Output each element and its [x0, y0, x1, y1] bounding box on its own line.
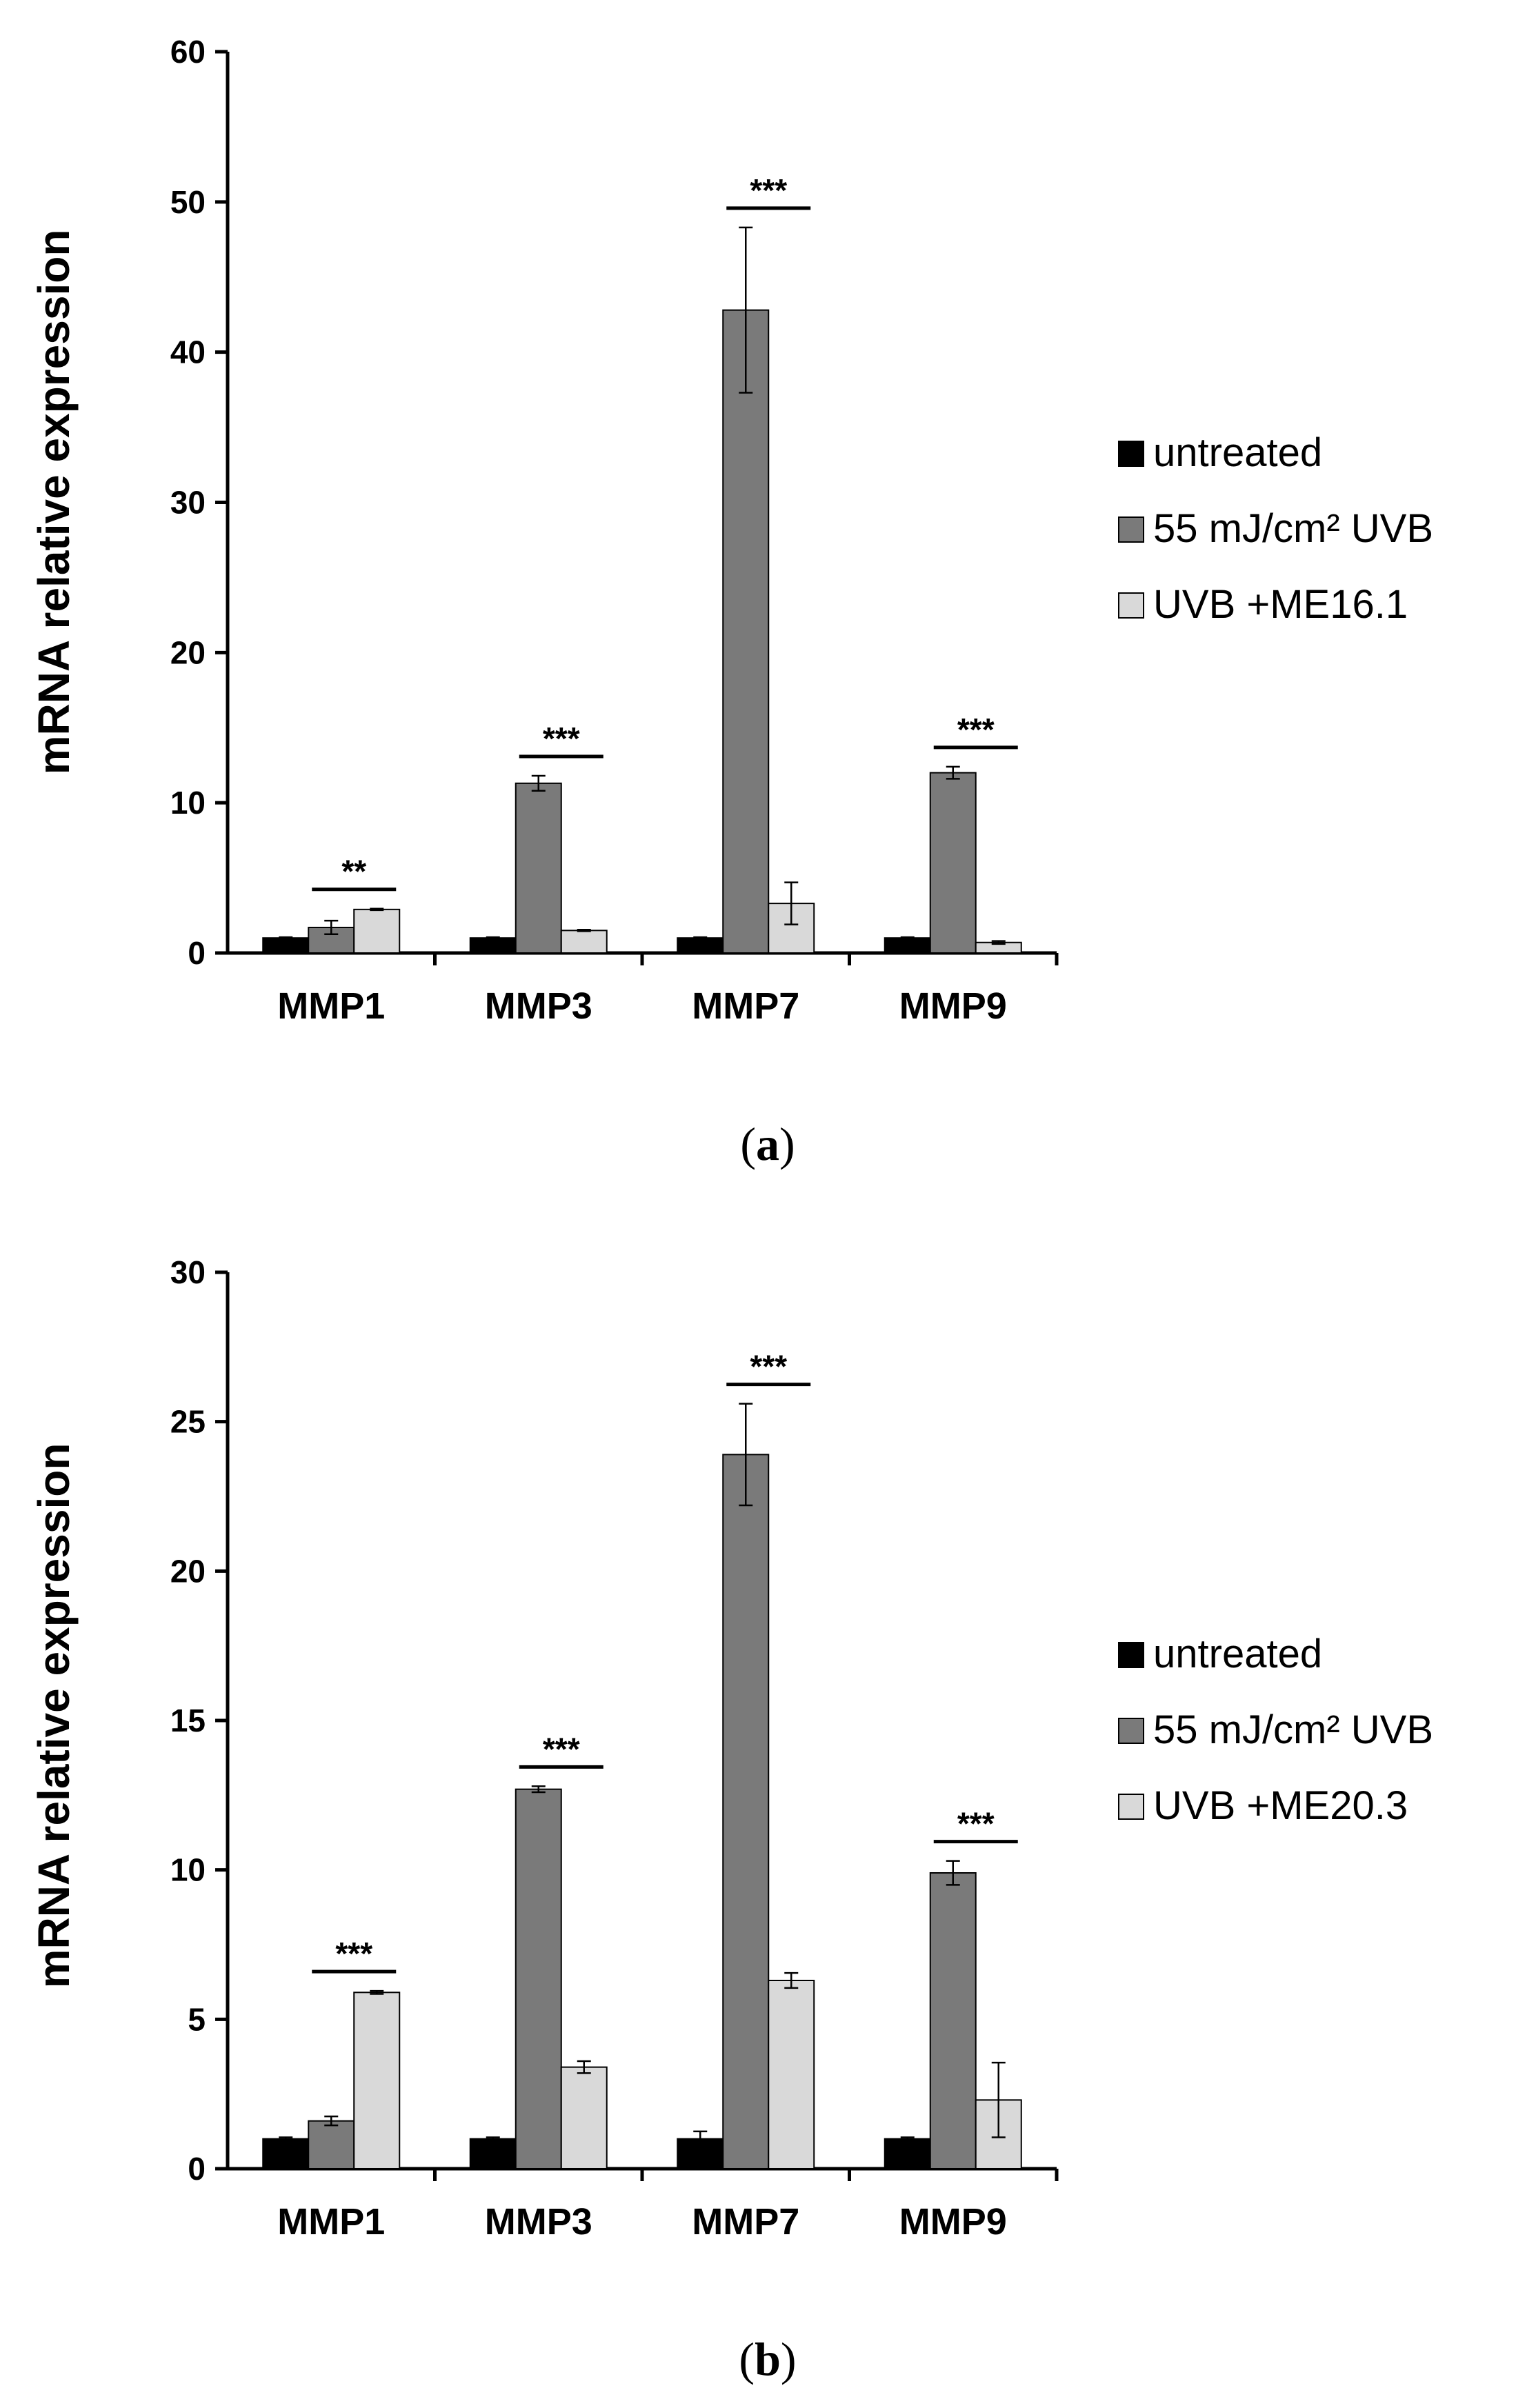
- significance-label: ***: [750, 1349, 787, 1385]
- x-category-label: MMP3: [485, 985, 592, 1027]
- bar-uvb-me20-3-mmp7: [768, 1980, 815, 2169]
- significance-label: ***: [543, 721, 580, 756]
- y-tick-label: 10: [170, 785, 206, 821]
- x-category-label: MMP7: [692, 2201, 799, 2243]
- legend-swatch-untreated: [1118, 1642, 1144, 1668]
- bar-untreated-mmp3: [469, 937, 517, 954]
- legend: untreated 55 mJ/cm² UVB UVB +ME20.3: [1118, 1632, 1433, 1828]
- bar-55-mj-cm-uvb-mmp9: [929, 772, 977, 954]
- bar-untreated-mmp9: [884, 937, 931, 954]
- y-tick-label: 60: [170, 34, 206, 70]
- legend-swatch-untreated: [1118, 441, 1144, 467]
- significance-label: ***: [957, 1806, 995, 1842]
- x-category-label: MMP9: [899, 2201, 1007, 2243]
- plot-area: 0 5 10 15 20 25 30 MMP1 *** MMP3 *** MMP7 *** MMP9 ***: [170, 1254, 1059, 2243]
- bar-55-mj-cm-uvb-mmp3: [515, 1788, 562, 2170]
- y-tick-label: 0: [188, 935, 206, 971]
- y-tick-label: 20: [170, 1553, 206, 1589]
- x-category-label: MMP9: [899, 985, 1007, 1027]
- x-category-label: MMP1: [277, 985, 385, 1027]
- significance-label: **: [341, 854, 366, 890]
- y-axis-title: mRNA relative expression: [29, 1443, 79, 1989]
- significance-label: ***: [543, 1731, 580, 1767]
- legend-swatch-uvb: [1118, 1718, 1144, 1744]
- bar-untreated-mmp1: [262, 2138, 310, 2170]
- bar-55-mj-cm-uvb-mmp1: [308, 2120, 355, 2170]
- y-tick-label: 20: [170, 634, 206, 670]
- y-tick-label: 5: [188, 2001, 206, 2037]
- bar-untreated-mmp7: [677, 937, 724, 954]
- legend-label-uvb: 55 mJ/cm² UVB: [1153, 506, 1433, 551]
- significance-label: ***: [335, 1936, 372, 1971]
- bar-55-mj-cm-uvb-mmp1: [308, 926, 355, 954]
- legend-label-treated: UVB +ME20.3: [1153, 1783, 1408, 1828]
- x-category-label: MMP1: [277, 2201, 385, 2243]
- y-tick-label: 15: [170, 1703, 206, 1738]
- bar-uvb-me20-3-mmp1: [353, 1991, 401, 2169]
- legend: untreated 55 mJ/cm² UVB UVB +ME16.1: [1118, 430, 1433, 627]
- bar-55-mj-cm-uvb-mmp7: [722, 309, 770, 954]
- chart-panel-a: mRNA relative expression 0 10 20 30 40 50 60 MM…: [29, 34, 1433, 1170]
- bar-untreated-mmp9: [884, 2138, 931, 2170]
- significance-label: ***: [750, 172, 787, 208]
- legend-label-untreated: untreated: [1153, 430, 1322, 475]
- bar-untreated-mmp1: [262, 937, 310, 954]
- y-tick-label: 30: [170, 485, 206, 521]
- significance-label: ***: [957, 712, 995, 748]
- bar-uvb-me20-3-mmp3: [560, 2066, 608, 2170]
- y-tick-label: 25: [170, 1404, 206, 1440]
- x-category-label: MMP7: [692, 985, 799, 1027]
- bar-untreated-mmp3: [469, 2138, 517, 2170]
- bar-uvb-me16-1-mmp1: [353, 908, 401, 954]
- legend-swatch-treated: [1118, 592, 1144, 619]
- plot-area: 0 10 20 30 40 50 60 MMP1 ** MMP3 *** MMP7 *** MMP9 ***: [170, 34, 1059, 1027]
- bar-uvb-me16-1-mmp3: [560, 930, 608, 954]
- y-tick-label: 0: [188, 2151, 206, 2187]
- chart-panel-b: mRNA relative expression 0 5 10 15 20 25 30 MMP…: [29, 1254, 1433, 2385]
- y-tick-label: 40: [170, 334, 206, 370]
- x-category-label: MMP3: [485, 2201, 592, 2243]
- y-axis-title: mRNA relative expression: [29, 230, 79, 775]
- panel-label-b: (b): [739, 2333, 796, 2385]
- legend-swatch-uvb: [1118, 516, 1144, 543]
- bar-55-mj-cm-uvb-mmp7: [722, 1454, 770, 2169]
- legend-swatch-treated: [1118, 1794, 1144, 1820]
- y-tick-label: 50: [170, 184, 206, 220]
- panel-label-a: (a): [740, 1118, 795, 1170]
- legend-label-treated: UVB +ME16.1: [1153, 582, 1408, 627]
- bar-55-mj-cm-uvb-mmp9: [929, 1872, 977, 2169]
- bar-55-mj-cm-uvb-mmp3: [515, 782, 562, 954]
- legend-label-untreated: untreated: [1153, 1632, 1322, 1676]
- y-tick-label: 10: [170, 1852, 206, 1888]
- legend-label-uvb: 55 mJ/cm² UVB: [1153, 1707, 1433, 1752]
- y-tick-label: 30: [170, 1254, 206, 1290]
